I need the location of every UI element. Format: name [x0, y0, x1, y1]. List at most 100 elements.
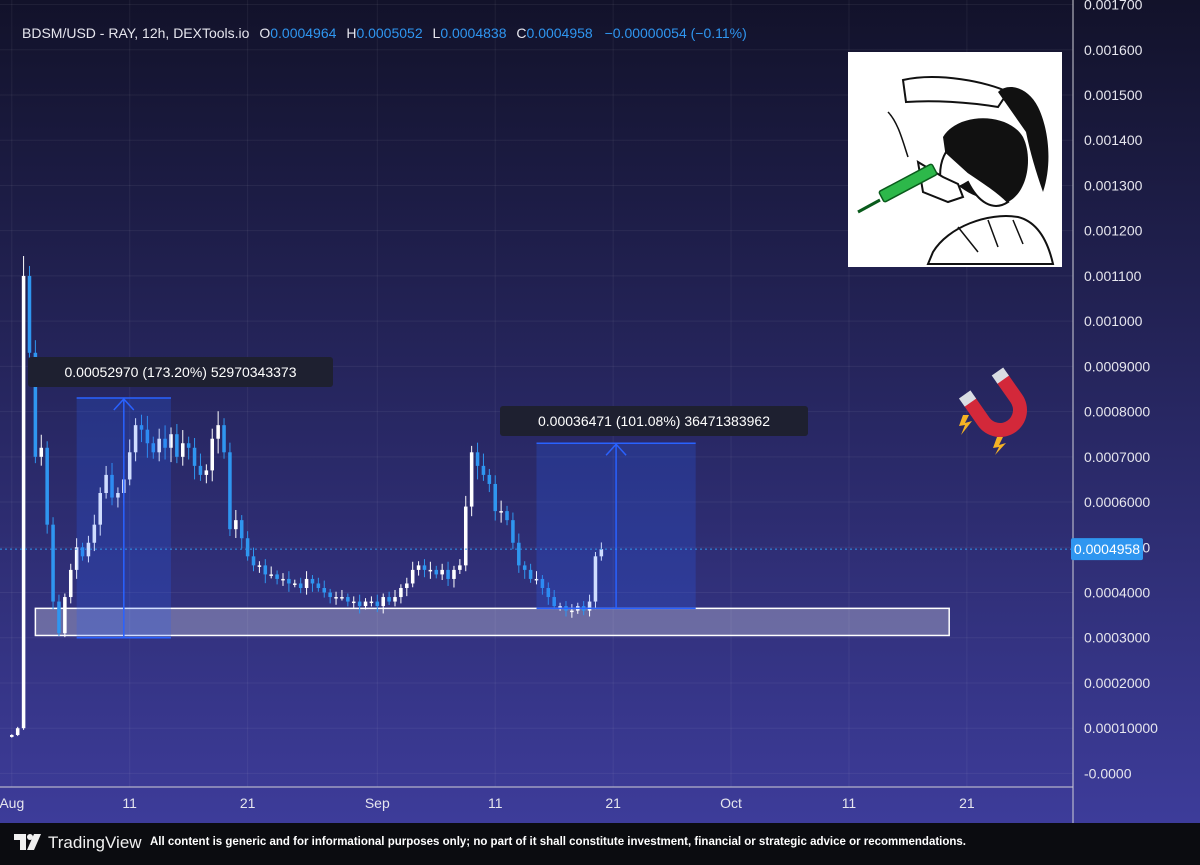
candle-body: [127, 452, 132, 480]
candle-body: [481, 465, 486, 475]
candle-body: [15, 728, 20, 735]
candle-body: [593, 556, 598, 602]
candle-body: [198, 465, 203, 475]
time-axis[interactable]: Aug 11 21 Sep 11 21 Oct 11 21: [0, 795, 975, 811]
candle-body: [281, 578, 285, 581]
candle-body: [505, 511, 509, 521]
candle-body: [310, 578, 315, 584]
candle-body: [157, 438, 161, 453]
candle-body: [21, 275, 26, 729]
chart-header-legend: BDSM/USD - RAY, 12h, DEXTools.io O0.0004…: [22, 25, 747, 41]
price-tick-label: 0.0007000: [1084, 449, 1150, 465]
candle-body: [151, 443, 156, 453]
price-tick-label: 0.001700: [1084, 0, 1143, 13]
candle-body: [275, 574, 279, 579]
candle-body: [440, 569, 444, 575]
time-tick-label: 21: [605, 795, 621, 811]
price-tick-label: 0.0002000: [1084, 675, 1150, 691]
price-tick-label: -0.0000: [1084, 765, 1132, 781]
candle-body: [422, 565, 427, 570]
measure-label-box: [500, 406, 808, 436]
candle-body: [416, 565, 421, 570]
tradingview-logo[interactable]: TradingView: [14, 831, 142, 855]
svg-text:BDSM/USD - RAY, 12h, DEXTools.: BDSM/USD - RAY, 12h, DEXTools.io O0.0004…: [22, 25, 747, 41]
syringe-meme-illustration: [848, 52, 1062, 267]
candle-body: [169, 434, 173, 448]
time-tick-label: Aug: [0, 795, 24, 811]
candle-body: [363, 601, 368, 607]
candle-body: [357, 601, 362, 607]
time-tick-label: 11: [488, 795, 503, 811]
candle-body: [522, 565, 527, 570]
price-tick-label: 0.0006000: [1084, 494, 1150, 510]
price-tick-label: 0.0004000: [1084, 585, 1150, 601]
candle-body: [257, 565, 262, 567]
candle-body: [239, 520, 244, 539]
price-tick-label: 0.0003000: [1084, 630, 1150, 646]
price-tick-label: 0.001200: [1084, 223, 1143, 239]
candle-body: [446, 569, 450, 579]
price-tick-label: 0.001100: [1084, 268, 1142, 284]
support-zone-box[interactable]: [34, 607, 950, 637]
candle-body: [10, 734, 14, 737]
candle-body: [298, 583, 303, 588]
candle-body: [45, 447, 49, 525]
candle-body: [68, 569, 73, 598]
close-label: C: [516, 25, 526, 41]
measure-label: 0.00036471 (101.08%) 36471383962: [538, 413, 770, 429]
low-value: 0.0004838: [440, 25, 506, 41]
candle-body: [599, 549, 604, 557]
candle-body: [511, 520, 515, 543]
candle-body: [27, 275, 32, 353]
candle-body: [469, 452, 474, 507]
close-value: 0.0004958: [527, 25, 593, 41]
candle-body: [39, 447, 44, 457]
candle-body: [116, 493, 120, 498]
last-price-tag: 0.0004958: [1071, 538, 1143, 561]
candle-body: [528, 569, 533, 579]
footer-bar: TradingView All content is generic and f…: [0, 823, 1200, 865]
candle-body: [387, 597, 391, 602]
candle-body: [180, 443, 185, 457]
candle-body: [139, 425, 144, 430]
candle-body: [452, 569, 456, 579]
measure-label-box: [28, 357, 333, 387]
candle-body: [287, 578, 291, 584]
candle-body: [434, 569, 439, 575]
candle-body: [369, 601, 374, 604]
candle-body: [269, 574, 273, 576]
candle-body: [228, 452, 232, 530]
candle-body: [33, 352, 38, 457]
price-tick-label: 0.001000: [1084, 313, 1143, 329]
candle-body: [86, 542, 91, 557]
candle-body: [163, 438, 167, 448]
time-tick-label: 11: [122, 795, 137, 811]
candle-body: [133, 425, 138, 453]
candle-body: [110, 474, 114, 498]
candle-body: [263, 565, 268, 575]
candle-body: [552, 597, 556, 607]
candle-body: [234, 520, 238, 530]
candle-body: [322, 587, 327, 593]
candle-body: [51, 524, 55, 602]
price-tick-label: 0.0008000: [1084, 404, 1150, 420]
candle-body: [98, 493, 102, 525]
candle-body: [245, 538, 250, 557]
candle-body: [104, 474, 108, 494]
candle-body: [334, 597, 338, 599]
candle-body: [316, 583, 321, 588]
candle-body: [463, 506, 468, 566]
candle-body: [145, 429, 150, 444]
disclaimer-text: All content is generic and for informati…: [150, 836, 967, 848]
price-tick-label: 0.001600: [1084, 42, 1143, 58]
candle-body: [293, 583, 297, 585]
candle-body: [458, 565, 462, 570]
candle-body: [534, 578, 539, 581]
candle-body: [499, 511, 503, 513]
candle-body: [346, 597, 350, 602]
time-tick-label: 21: [240, 795, 256, 811]
candle-body: [405, 583, 409, 588]
candle-body: [410, 569, 415, 584]
high-value: 0.0005052: [356, 25, 422, 41]
candle-body: [540, 578, 545, 588]
